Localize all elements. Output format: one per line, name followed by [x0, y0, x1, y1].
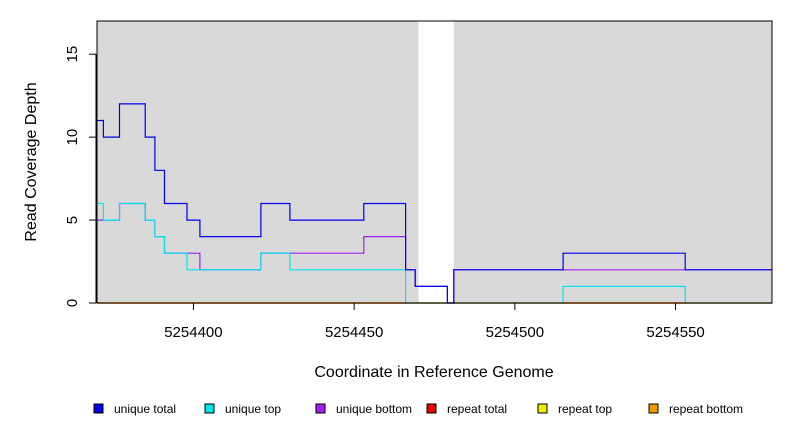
y-tick-label: 0: [64, 299, 81, 307]
legend-label-repeat-top: repeat top: [558, 402, 612, 416]
legend-label-unique-bottom: unique bottom: [336, 402, 412, 416]
legend-swatch-unique-bottom: [315, 403, 326, 414]
legend-swatch-repeat-bottom: [648, 403, 659, 414]
x-axis-title: Coordinate in Reference Genome: [314, 364, 553, 381]
x-tick-label: 5254400: [164, 324, 222, 341]
series-line-unique-total: [97, 103, 772, 304]
legend-label-unique-total: unique total: [114, 402, 176, 416]
legend-swatch-unique-total: [93, 403, 104, 414]
legend: unique total unique top unique bottom repea…: [93, 402, 743, 416]
y-tick-label: 10: [64, 129, 81, 146]
y-tick-label: 5: [64, 216, 81, 224]
legend-label-repeat-bottom: repeat bottom: [669, 402, 743, 416]
legend-swatch-repeat-total: [426, 403, 437, 414]
legend-label-repeat-total: repeat total: [447, 402, 507, 416]
legend-label-unique-top: unique top: [225, 402, 281, 416]
y-axis: 0 5 10 15: [64, 46, 97, 307]
y-axis-title: Read Coverage Depth: [23, 82, 40, 241]
x-tick-label: 5254550: [646, 324, 704, 341]
x-tick-label: 5254450: [325, 324, 383, 341]
shaded-region-2: [453, 21, 772, 303]
shaded-regions: [97, 21, 772, 303]
shaded-region-1: [97, 21, 419, 303]
y-tick-label: 15: [64, 46, 81, 63]
x-tick-label: 5254500: [486, 324, 544, 341]
legend-swatch-unique-top: [204, 403, 215, 414]
legend-swatch-repeat-top: [537, 403, 548, 414]
x-axis: 5254400 5254450 5254500 5254550: [164, 302, 705, 341]
